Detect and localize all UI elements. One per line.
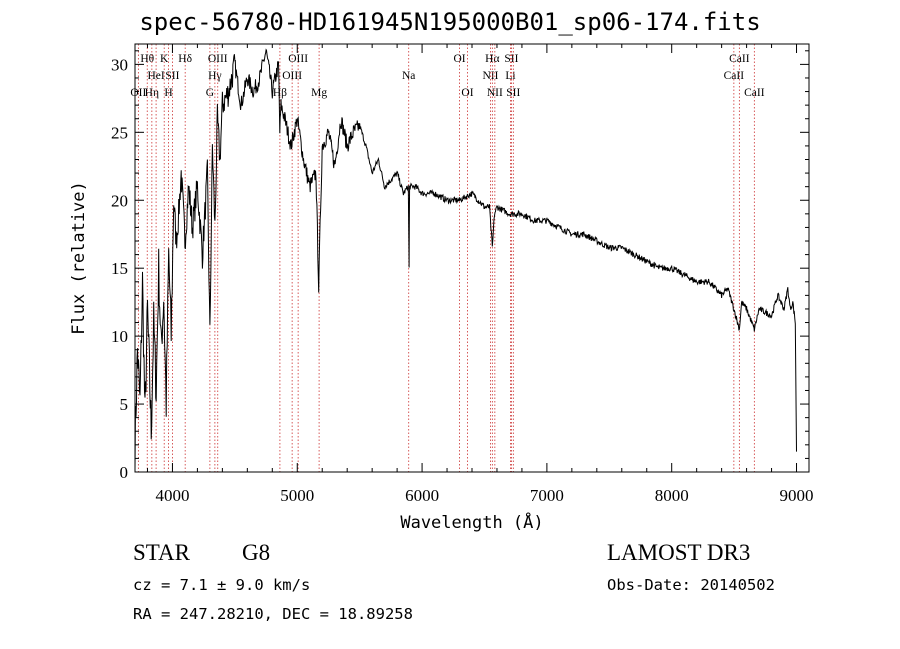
coordinates: RA = 247.28210, DEC = 18.89258 — [133, 605, 413, 623]
y-tick-label: 20 — [111, 191, 128, 210]
line-marker-label: OIII — [282, 70, 302, 82]
line-marker-label: Hδ — [178, 53, 192, 65]
y-tick-label: 30 — [111, 55, 128, 74]
line-marker-label: SII — [165, 70, 179, 82]
line-marker-label: NII — [487, 87, 503, 99]
spectrum-line — [134, 48, 797, 469]
line-marker-label: SII — [504, 53, 518, 65]
line-marker-label: OIII — [208, 53, 228, 65]
spectrum-series — [134, 48, 797, 469]
x-tick-label: 7000 — [530, 486, 564, 505]
y-tick-label: 10 — [111, 327, 128, 346]
line-marker-label: SII — [506, 87, 520, 99]
line-marker-label: Hγ — [208, 70, 221, 82]
line-marker-label: OIII — [288, 53, 308, 65]
y-tick-label: 15 — [111, 259, 128, 278]
line-marker-label: OI — [453, 53, 465, 65]
chart-title: spec-56780-HD161945N195000B01_sp06-174.f… — [139, 8, 761, 36]
observation-date: Obs-Date: 20140502 — [607, 576, 775, 594]
x-tick-label: 5000 — [280, 486, 314, 505]
line-marker-label: NII — [482, 70, 498, 82]
line-marker-label: CaII — [724, 70, 745, 82]
line-marker-label: CaII — [729, 53, 750, 65]
line-marker-label: OII — [130, 87, 146, 99]
line-marker-label: CaII — [744, 87, 765, 99]
line-marker-label: Hα — [485, 53, 499, 65]
line-marker-label: Li — [505, 70, 515, 82]
line-marker-label: K — [160, 53, 169, 65]
redshift-velocity: cz = 7.1 ± 9.0 km/s — [133, 576, 311, 594]
x-tick-label: 9000 — [780, 486, 814, 505]
line-marker-label: Hβ — [273, 87, 287, 99]
axes: 4000 5000 6000 7000 8000 9000 0 5 10 15 20 25 30 — [111, 44, 814, 505]
x-axis-label: Wavelength (Å) — [400, 511, 543, 533]
line-marker-label: Na — [402, 70, 415, 82]
x-tick-label: 6000 — [405, 486, 439, 505]
line-marker-label: Mg — [311, 87, 327, 99]
line-marker-label: OI — [461, 87, 473, 99]
x-tick-label: 4000 — [155, 486, 189, 505]
line-marker-label: Hη — [145, 87, 159, 99]
line-marker-label: H — [164, 87, 172, 99]
line-markers: OII Hθ Hη HeI K H SII Hδ G Hγ OIII Hβ OIII OIII Mg Na OI… — [130, 44, 765, 472]
survey-name: LAMOST DR3 — [607, 540, 751, 565]
plot-frame — [134, 43, 810, 473]
y-axis-label: Flux (relative) — [69, 181, 89, 335]
y-tick-label: 0 — [120, 463, 129, 482]
y-tick-label: 5 — [120, 395, 129, 414]
y-tick-label: 25 — [111, 123, 128, 142]
object-class: STAR — [133, 540, 190, 565]
line-marker-label: HeI — [147, 70, 164, 82]
object-subclass: G8 — [242, 540, 271, 565]
x-tick-label: 8000 — [655, 486, 689, 505]
line-marker-label: G — [206, 87, 214, 99]
line-marker-label: Hθ — [140, 53, 154, 65]
